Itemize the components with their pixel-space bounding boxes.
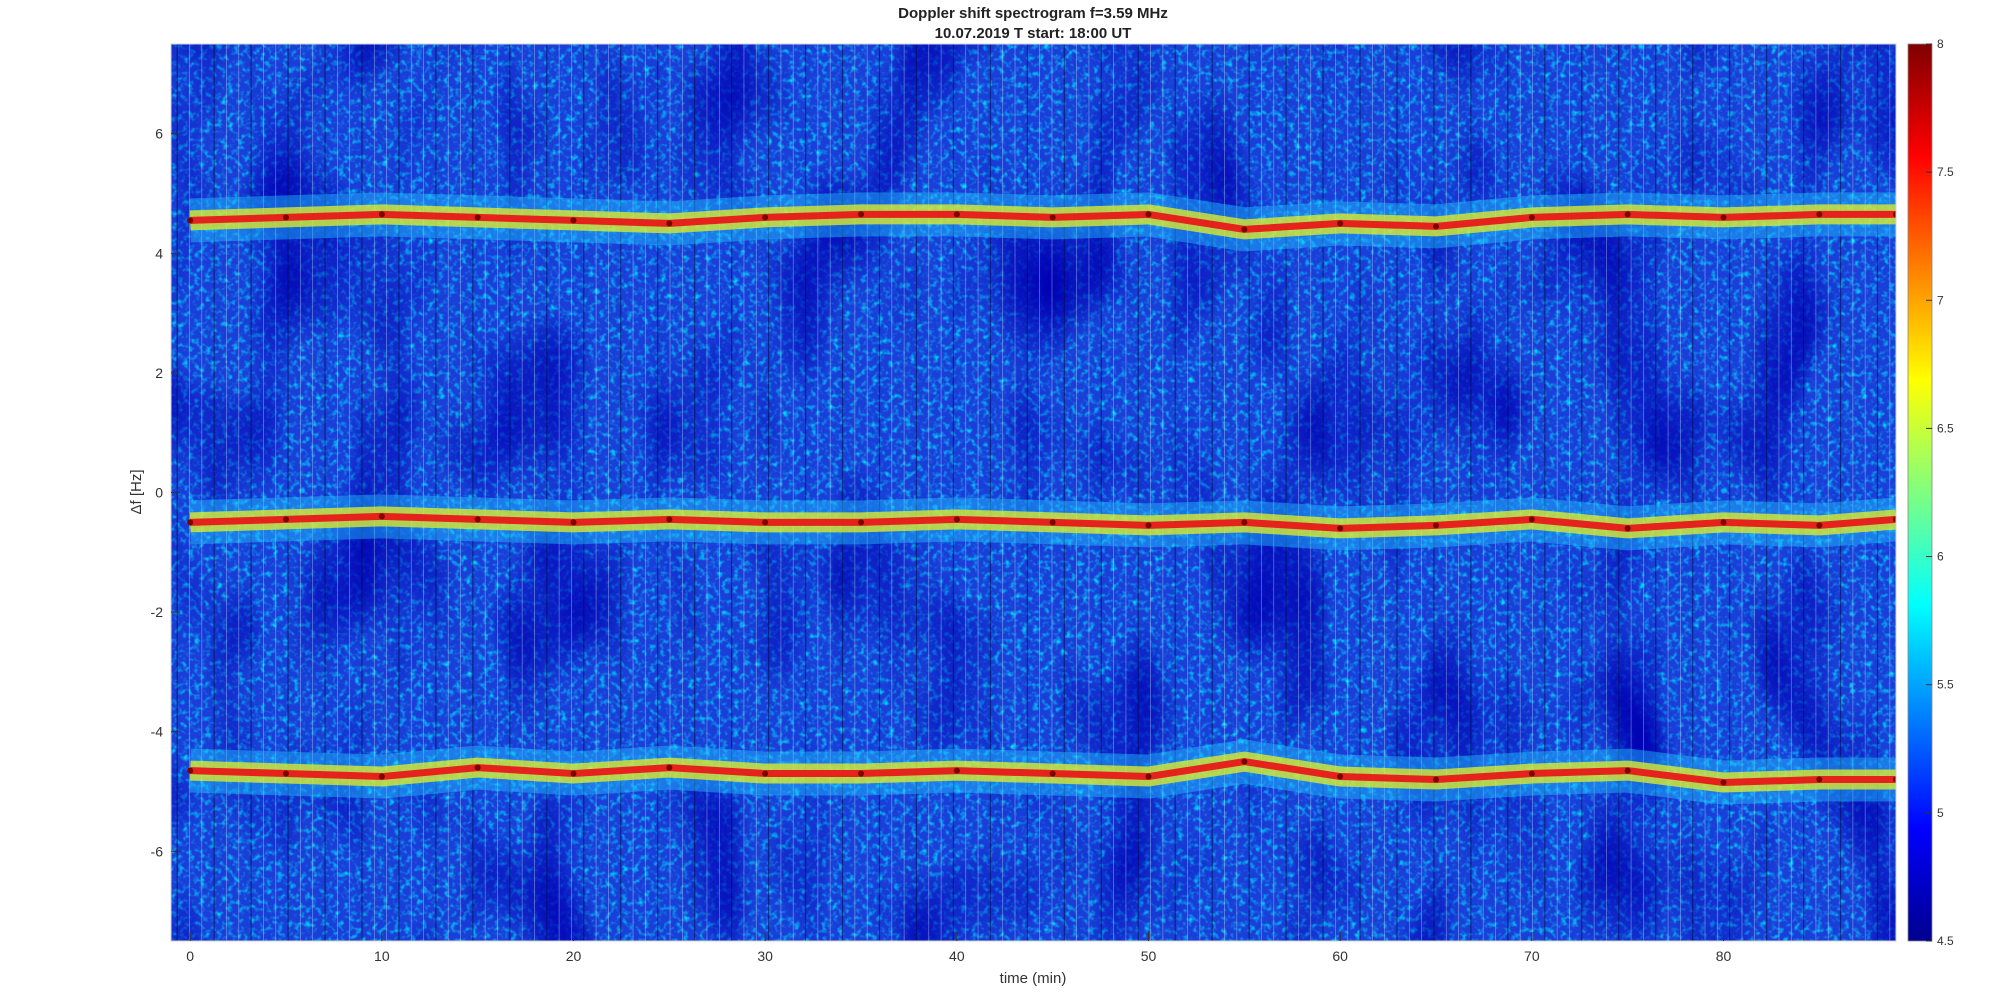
y-axis: -6 -4 -2 0 2 4 6: [151, 126, 180, 859]
band-point: [1337, 525, 1344, 532]
band-point: [1720, 519, 1727, 526]
band-point: [1145, 522, 1152, 529]
heatmap-dark-patches: [171, 44, 1896, 941]
x-tick-label: 20: [566, 948, 582, 964]
y-tick-label: -6: [151, 843, 164, 859]
plot-area: [171, 44, 1896, 941]
chart-title: Doppler shift spectrogram f=3.59 MHz 10.…: [898, 5, 1168, 42]
x-tick-label: 40: [949, 948, 965, 964]
x-tick-label: 80: [1716, 948, 1732, 964]
band-point: [474, 516, 481, 523]
x-tick-label: 0: [186, 948, 194, 964]
band-point: [1528, 214, 1535, 221]
band-point: [474, 214, 481, 221]
colorbar-tick-label: 8: [1937, 37, 1944, 51]
band-point: [378, 211, 385, 218]
band-point: [1433, 522, 1439, 529]
band-point: [858, 211, 864, 218]
band-point: [858, 519, 864, 526]
band-point: [1720, 214, 1727, 221]
band-point: [474, 764, 481, 771]
band-point: [1528, 516, 1535, 523]
x-tick-label: 10: [374, 948, 390, 964]
band-point: [1624, 525, 1631, 532]
y-tick-label: 6: [155, 126, 163, 142]
band-point: [187, 519, 194, 526]
y-tick-label: 4: [155, 245, 163, 261]
x-tick-label: 50: [1141, 948, 1157, 964]
vertical-stripes: [176, 44, 1891, 941]
band-point: [1337, 220, 1344, 227]
band-point: [1241, 519, 1248, 526]
band-point: [1624, 767, 1631, 774]
band-point: [1241, 758, 1248, 765]
band-point: [283, 214, 289, 221]
band-point: [1816, 522, 1823, 529]
signal-bands: [187, 192, 1896, 805]
band-point: [953, 516, 960, 523]
colorbar-tick-label: 6.5: [1937, 421, 1954, 435]
y-tick-label: 2: [155, 365, 163, 381]
band-point: [953, 767, 960, 774]
band-point: [1049, 770, 1056, 777]
chart-subtitle-line: 10.07.2019 T start: 18:00 UT: [935, 25, 1132, 42]
band-point: [762, 770, 769, 777]
band-point: [378, 513, 385, 520]
band-point: [666, 764, 673, 771]
band-point: [1893, 776, 1896, 783]
y-tick-label: -4: [151, 724, 164, 740]
chart-title-line: Doppler shift spectrogram f=3.59 MHz: [898, 5, 1168, 22]
x-axis-label: time (min): [1000, 970, 1067, 987]
y-tick-label: 0: [155, 485, 163, 501]
band-point: [1893, 211, 1896, 218]
colorbar-tick-label: 6: [1937, 550, 1944, 564]
band-point: [1893, 516, 1896, 523]
band-point: [187, 767, 194, 774]
colorbar: 4.5 5 5.5 6 6.5 7 7.5 8: [1907, 37, 1954, 948]
band-point: [858, 770, 864, 777]
band-point: [1816, 211, 1823, 218]
band-point: [1433, 776, 1439, 783]
x-tick-label: 70: [1524, 948, 1540, 964]
band-point: [1433, 223, 1439, 230]
band-point: [1241, 226, 1248, 233]
band-point: [283, 770, 289, 777]
band-point: [666, 516, 673, 523]
band-point: [762, 519, 769, 526]
band-point: [1049, 214, 1056, 221]
band-point: [666, 220, 673, 227]
band-point: [570, 217, 577, 224]
band-point: [187, 217, 194, 224]
x-tick-label: 30: [757, 948, 773, 964]
band-point: [1145, 773, 1152, 780]
band-point: [1528, 770, 1535, 777]
colorbar-gradient: [1907, 43, 1933, 942]
band-point: [570, 519, 577, 526]
colorbar-tick-label: 5.5: [1937, 678, 1954, 692]
colorbar-tick-label: 4.5: [1937, 934, 1954, 948]
colorbar-tick-label: 7: [1937, 293, 1944, 307]
band-point: [953, 211, 960, 218]
band-point: [1337, 773, 1344, 780]
band-point: [1816, 776, 1823, 783]
band-point: [378, 773, 385, 780]
y-tick-label: -2: [151, 604, 164, 620]
band-point: [1145, 211, 1152, 218]
x-tick-label: 60: [1332, 948, 1348, 964]
colorbar-tick-label: 5: [1937, 806, 1944, 820]
band-point: [1049, 519, 1056, 526]
x-axis: 0 10 20 30 40 50 60 70 80: [186, 932, 1731, 964]
band-point: [283, 516, 289, 523]
colorbar-ticks: 4.5 5 5.5 6 6.5 7 7.5 8: [1926, 37, 1954, 948]
y-axis-label: Δf [Hz]: [128, 469, 145, 514]
band-point: [570, 770, 577, 777]
colorbar-tick-label: 7.5: [1937, 165, 1954, 179]
band-point: [1720, 779, 1727, 786]
band-point: [762, 214, 769, 221]
band-point: [1624, 211, 1631, 218]
